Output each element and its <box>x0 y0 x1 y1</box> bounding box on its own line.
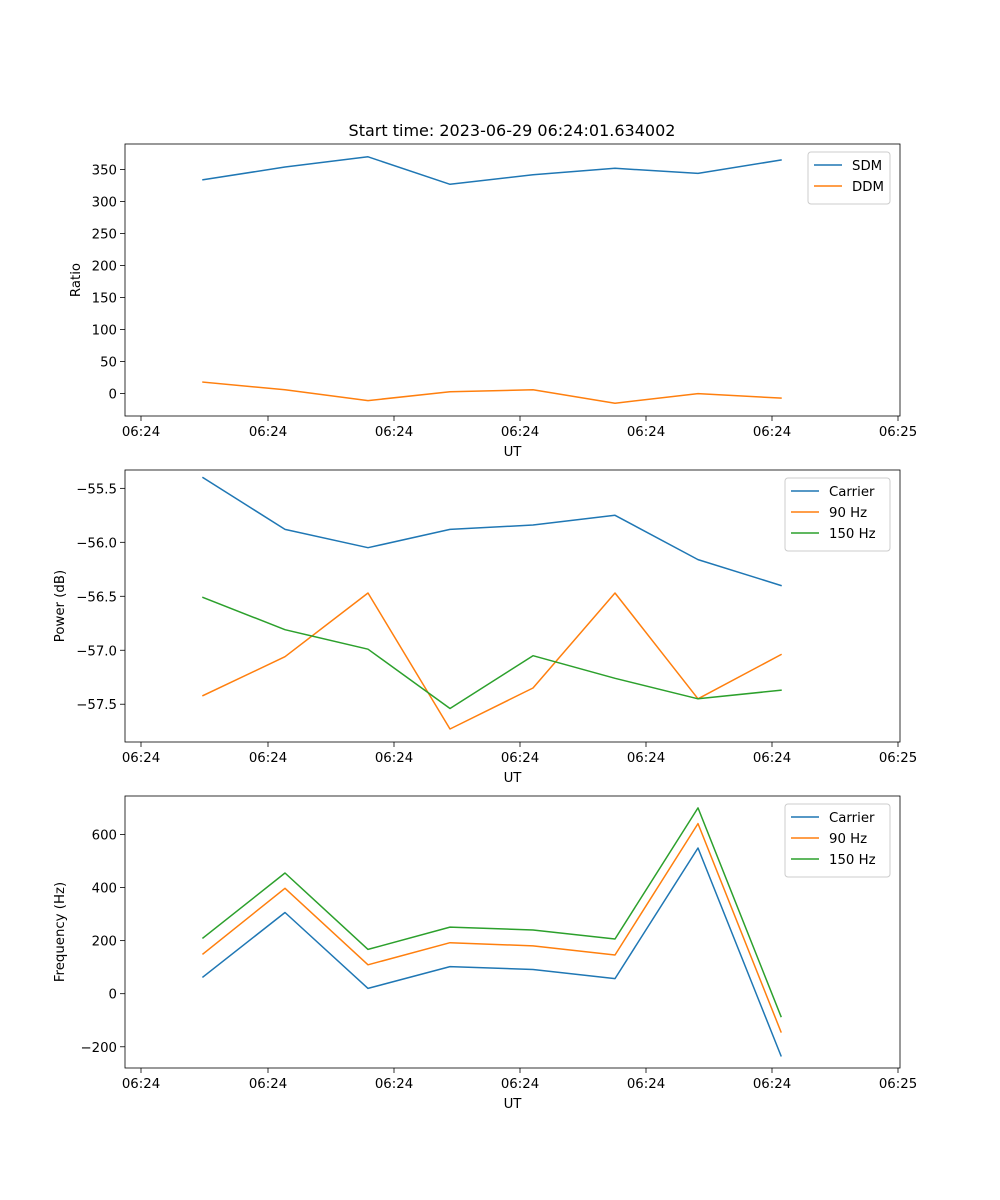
y-tick-label: 600 <box>92 828 117 843</box>
ratio-chart: 06:24 06:24 06:24 06:24 06:24 06:24 06:25 0 50 10… <box>69 143 917 460</box>
y-tick-label: 150 <box>92 292 117 307</box>
x-tick-label: 06:24 <box>122 751 160 766</box>
y-tick-label: 200 <box>92 260 117 275</box>
y-tick-label: 100 <box>92 324 117 339</box>
plot-frame <box>124 795 901 1069</box>
series-line-90-hz <box>202 592 783 730</box>
x-tick-label: 06:24 <box>627 1077 665 1092</box>
y-axis-label: Power (dB) <box>53 570 68 642</box>
frequency-chart: 06:24 06:24 06:24 06:24 06:24 06:24 06:25 −200 0… <box>53 795 917 1112</box>
x-tick-label: 06:24 <box>249 425 287 440</box>
legend-label: 90 Hz <box>829 832 867 847</box>
y-axis-label: Frequency (Hz) <box>53 882 68 982</box>
y-tick-label: −55.5 <box>76 482 117 497</box>
x-tick-label: 06:25 <box>879 751 917 766</box>
y-tick-label: 200 <box>92 935 117 950</box>
series-line-ddm <box>202 381 782 404</box>
legend: Carrier 90 Hz 150 Hz <box>784 803 891 878</box>
power-chart: 06:24 06:24 06:24 06:24 06:24 06:24 06:25 −55.5… <box>53 469 917 786</box>
x-axis-label: UT <box>504 445 523 460</box>
series-line-150-hz <box>201 807 782 1018</box>
legend-label: Carrier <box>829 811 875 826</box>
x-tick-label: 06:24 <box>627 751 665 766</box>
series-line-150-hz <box>202 596 782 710</box>
x-axis-label: UT <box>504 771 523 786</box>
y-tick-label: 350 <box>92 164 117 179</box>
x-tick-label: 06:24 <box>753 751 791 766</box>
x-tick-label: 06:24 <box>501 1077 539 1092</box>
plot-frame <box>124 469 901 743</box>
series-line-carrier <box>201 847 782 1057</box>
y-tick-label: 250 <box>92 228 117 243</box>
y-axis-label: Ratio <box>69 263 84 297</box>
x-tick-label: 06:24 <box>753 425 791 440</box>
y-tick-label: 300 <box>92 196 117 211</box>
x-tick-label: 06:24 <box>375 751 413 766</box>
y-tick-label: 0 <box>109 988 117 1003</box>
legend-label: 150 Hz <box>829 527 876 542</box>
x-tick-label: 06:24 <box>753 1077 791 1092</box>
plot-frame <box>124 143 901 417</box>
y-tick-label: −200 <box>80 1041 117 1056</box>
legend-label: SDM <box>852 159 882 174</box>
x-tick-label: 06:25 <box>879 1077 917 1092</box>
series-line-sdm <box>202 156 782 186</box>
x-tick-label: 06:24 <box>501 425 539 440</box>
y-tick-label: −56.5 <box>76 590 117 605</box>
x-tick-label: 06:24 <box>375 1077 413 1092</box>
legend-label: Carrier <box>829 485 875 500</box>
x-tick-label: 06:24 <box>122 1077 160 1092</box>
x-axis-label: UT <box>504 1097 523 1112</box>
y-tick-label: −57.5 <box>76 698 117 713</box>
series-line-carrier <box>201 476 782 587</box>
legend: SDM DDM <box>807 151 891 205</box>
x-tick-label: 06:25 <box>879 425 917 440</box>
y-tick-label: 400 <box>92 882 117 897</box>
x-tick-label: 06:24 <box>249 1077 287 1092</box>
figure-title: Start time: 2023-06-29 06:24:01.634002 <box>349 121 676 140</box>
x-tick-label: 06:24 <box>627 425 665 440</box>
y-tick-label: −57.0 <box>76 644 117 659</box>
legend-label: DDM <box>852 180 884 195</box>
x-tick-label: 06:24 <box>249 751 287 766</box>
y-tick-label: 50 <box>100 356 117 371</box>
legend: Carrier 90 Hz 150 Hz <box>784 477 891 552</box>
y-tick-label: −56.0 <box>76 536 117 551</box>
x-tick-label: 06:24 <box>501 751 539 766</box>
legend-label: 90 Hz <box>829 506 867 521</box>
x-tick-label: 06:24 <box>122 425 160 440</box>
legend-label: 150 Hz <box>829 853 876 868</box>
x-tick-label: 06:24 <box>375 425 413 440</box>
y-tick-label: 0 <box>109 388 117 403</box>
series-line-90-hz <box>201 822 782 1033</box>
